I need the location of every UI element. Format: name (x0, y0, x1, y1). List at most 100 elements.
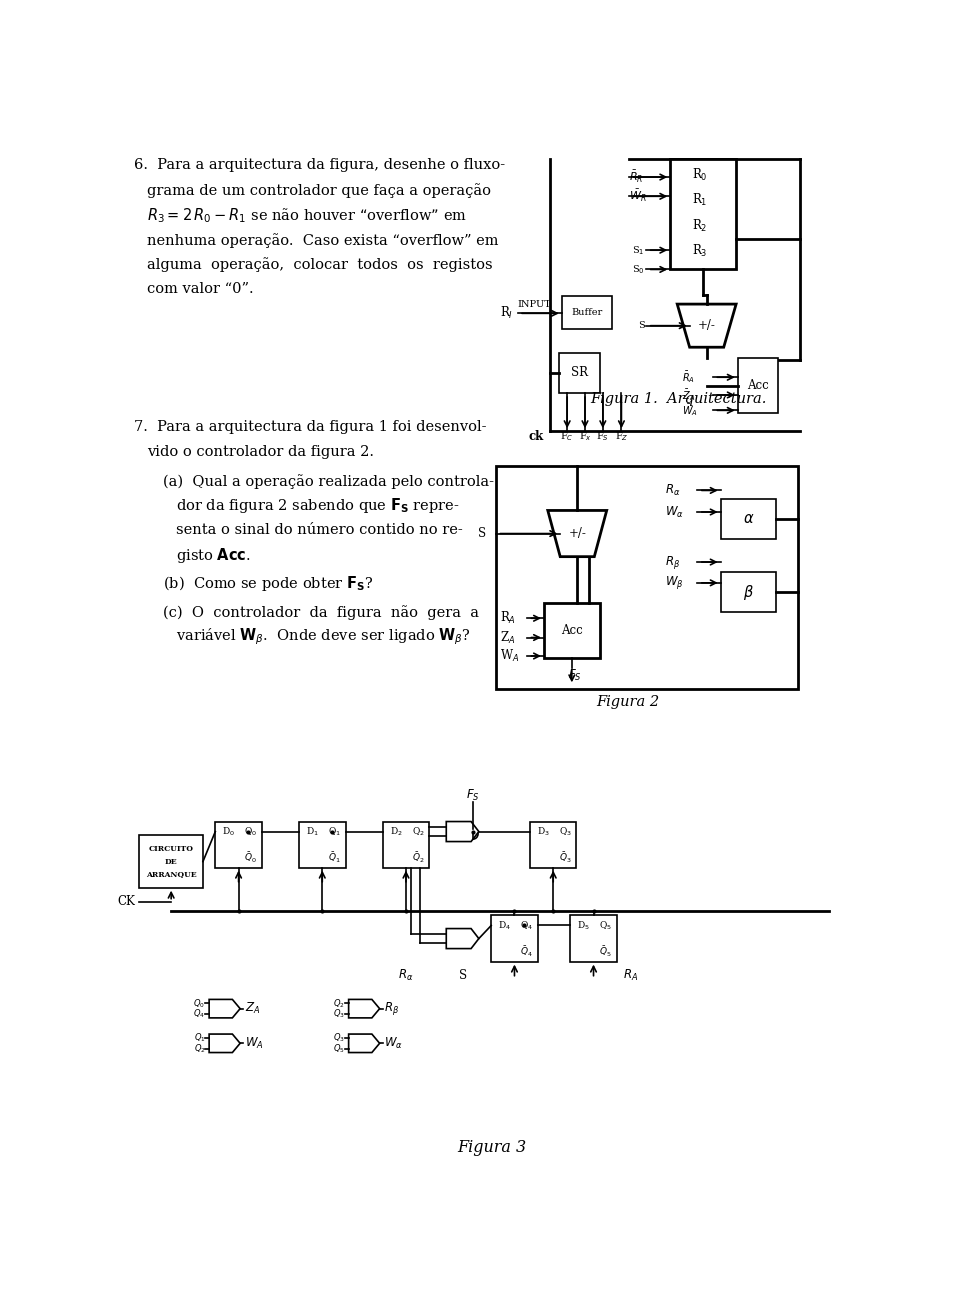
Text: Q$_1$: Q$_1$ (328, 826, 341, 838)
Text: vido o controlador da figura 2.: vido o controlador da figura 2. (147, 444, 374, 459)
Text: $W_A$: $W_A$ (245, 1036, 263, 1051)
Text: $\bar{Q}_5$: $\bar{Q}_5$ (599, 944, 612, 959)
Text: senta o sinal do número contido no re-: senta o sinal do número contido no re- (176, 523, 463, 538)
Polygon shape (348, 1034, 379, 1052)
Text: $\bar{R}_R$: $\bar{R}_R$ (629, 170, 643, 185)
Text: R$_I$: R$_I$ (500, 305, 513, 321)
FancyBboxPatch shape (530, 822, 576, 868)
Text: $Q_3$: $Q_3$ (333, 1032, 345, 1044)
Text: CIRCUITO: CIRCUITO (149, 846, 194, 853)
FancyBboxPatch shape (544, 602, 600, 659)
Text: $Q_5$: $Q_5$ (333, 1043, 345, 1055)
Text: D$_3$: D$_3$ (537, 826, 550, 838)
Text: W$_A$: W$_A$ (500, 648, 519, 664)
Text: R$_3$: R$_3$ (691, 243, 708, 259)
Text: D$_1$: D$_1$ (306, 826, 319, 838)
Text: R$_2$: R$_2$ (691, 217, 707, 234)
Polygon shape (209, 1034, 240, 1052)
FancyBboxPatch shape (562, 296, 612, 329)
Text: CK: CK (118, 896, 135, 909)
FancyBboxPatch shape (570, 915, 616, 961)
Text: $Q_0$: $Q_0$ (193, 997, 205, 1010)
Polygon shape (209, 999, 240, 1018)
FancyBboxPatch shape (737, 358, 778, 413)
Text: com valor “0”.: com valor “0”. (147, 283, 253, 296)
FancyBboxPatch shape (299, 822, 346, 868)
Text: S: S (478, 527, 487, 540)
FancyBboxPatch shape (721, 498, 777, 539)
Text: Q$_5$: Q$_5$ (599, 919, 612, 932)
Text: $\bar{Q}_0$: $\bar{Q}_0$ (245, 851, 257, 865)
Polygon shape (446, 822, 479, 842)
Text: SR: SR (571, 366, 588, 379)
Text: $Z_A$: $Z_A$ (245, 1001, 260, 1016)
FancyBboxPatch shape (560, 352, 600, 393)
Text: D$_0$: D$_0$ (223, 826, 235, 838)
Text: DE: DE (165, 857, 178, 865)
Text: variável $\mathbf{W}_{\beta}$.  Onde deve ser ligado $\mathbf{W}_{\beta}$?: variável $\mathbf{W}_{\beta}$. Onde deve… (176, 626, 470, 647)
Text: Buffer: Buffer (571, 308, 603, 317)
Text: $F_S$: $F_S$ (466, 788, 479, 803)
Text: $Q_4$: $Q_4$ (193, 1007, 205, 1020)
Text: Q$_3$: Q$_3$ (559, 826, 572, 838)
Text: $\bar{Q}_1$: $\bar{Q}_1$ (328, 851, 341, 865)
Text: $F_S$: $F_S$ (568, 668, 582, 682)
FancyBboxPatch shape (670, 158, 736, 270)
Text: F$_x$: F$_x$ (579, 430, 591, 443)
Polygon shape (348, 999, 379, 1018)
Text: R$_0$: R$_0$ (691, 167, 708, 183)
Text: F$_C$: F$_C$ (561, 430, 574, 443)
Text: $Q_1$: $Q_1$ (194, 1032, 205, 1044)
Text: $W_\alpha$: $W_\alpha$ (665, 505, 684, 519)
Text: $\bar{Q}_4$: $\bar{Q}_4$ (520, 944, 533, 959)
FancyBboxPatch shape (496, 466, 798, 689)
FancyBboxPatch shape (492, 915, 538, 961)
Text: 6.  Para a arquitectura da figura, desenhe o fluxo-: 6. Para a arquitectura da figura, desenh… (134, 159, 505, 172)
Text: Figura 2: Figura 2 (596, 696, 660, 709)
Text: dor da figura 2 sabendo que $\mathbf{F_S}$ repre-: dor da figura 2 sabendo que $\mathbf{F_S… (176, 496, 460, 515)
Text: Acc: Acc (561, 625, 583, 636)
Text: Z$_A$: Z$_A$ (500, 630, 516, 646)
Text: $R_3 = 2\,R_0 - R_1$ se não houver “overflow” em: $R_3 = 2\,R_0 - R_1$ se não houver “over… (147, 206, 468, 225)
Polygon shape (548, 510, 607, 556)
Text: $\bar{W}_A$: $\bar{W}_A$ (682, 402, 698, 418)
Text: $R_\beta$: $R_\beta$ (384, 1001, 399, 1016)
Text: grama de um controlador que faça a operação: grama de um controlador que faça a opera… (147, 184, 492, 199)
Text: S$_1$: S$_1$ (633, 243, 645, 256)
Text: Q$_2$: Q$_2$ (412, 826, 424, 838)
Text: $Q_2$: $Q_2$ (194, 1043, 205, 1055)
Text: 7.  Para a arquitectura da figura 1 foi desenvol-: 7. Para a arquitectura da figura 1 foi d… (134, 421, 487, 434)
Text: F$_Z$: F$_Z$ (614, 430, 628, 443)
FancyBboxPatch shape (139, 835, 203, 888)
Text: $R_\alpha$: $R_\alpha$ (665, 483, 681, 498)
Text: +/-: +/- (568, 527, 587, 540)
Text: Q$_4$: Q$_4$ (520, 919, 533, 932)
Text: ARRANQUE: ARRANQUE (146, 871, 197, 878)
Text: $\bar{Z}_A$: $\bar{Z}_A$ (682, 387, 695, 402)
Text: F$_S$: F$_S$ (596, 430, 610, 443)
Text: D$_5$: D$_5$ (577, 919, 590, 932)
Text: (a)  Qual a operação realizada pelo controla-: (a) Qual a operação realizada pelo contr… (162, 473, 493, 489)
Text: $Q_3$: $Q_3$ (333, 1007, 345, 1020)
Text: $\bar{W}_R$: $\bar{W}_R$ (629, 188, 647, 204)
Text: D$_2$: D$_2$ (390, 826, 402, 838)
Text: Acc: Acc (747, 379, 769, 392)
Text: $Q_2$: $Q_2$ (333, 997, 345, 1010)
FancyBboxPatch shape (721, 572, 777, 611)
Text: gisto $\mathbf{Acc}$.: gisto $\mathbf{Acc}$. (176, 546, 251, 564)
Text: $R_\alpha$: $R_\alpha$ (398, 968, 414, 984)
Text: R$_A$: R$_A$ (500, 610, 516, 626)
Text: ck: ck (529, 430, 544, 443)
Text: D$_4$: D$_4$ (498, 919, 511, 932)
Text: $\bar{Q}_3$: $\bar{Q}_3$ (559, 851, 572, 865)
Text: $\bar{R}_A$: $\bar{R}_A$ (682, 370, 695, 385)
Text: $R_\beta$: $R_\beta$ (665, 554, 680, 571)
Text: +/-: +/- (698, 320, 715, 333)
Text: (b)  Como se pode obter $\mathbf{F_S}$?: (b) Como se pode obter $\mathbf{F_S}$? (162, 575, 373, 593)
FancyBboxPatch shape (215, 822, 262, 868)
Text: (c)  O  controlador  da  figura  não  gera  a: (c) O controlador da figura não gera a (162, 605, 479, 619)
Text: $R_A$: $R_A$ (623, 968, 638, 984)
FancyBboxPatch shape (383, 822, 429, 868)
Text: Q$_0$: Q$_0$ (244, 826, 257, 838)
Text: $\bar{Q}_2$: $\bar{Q}_2$ (412, 851, 424, 865)
